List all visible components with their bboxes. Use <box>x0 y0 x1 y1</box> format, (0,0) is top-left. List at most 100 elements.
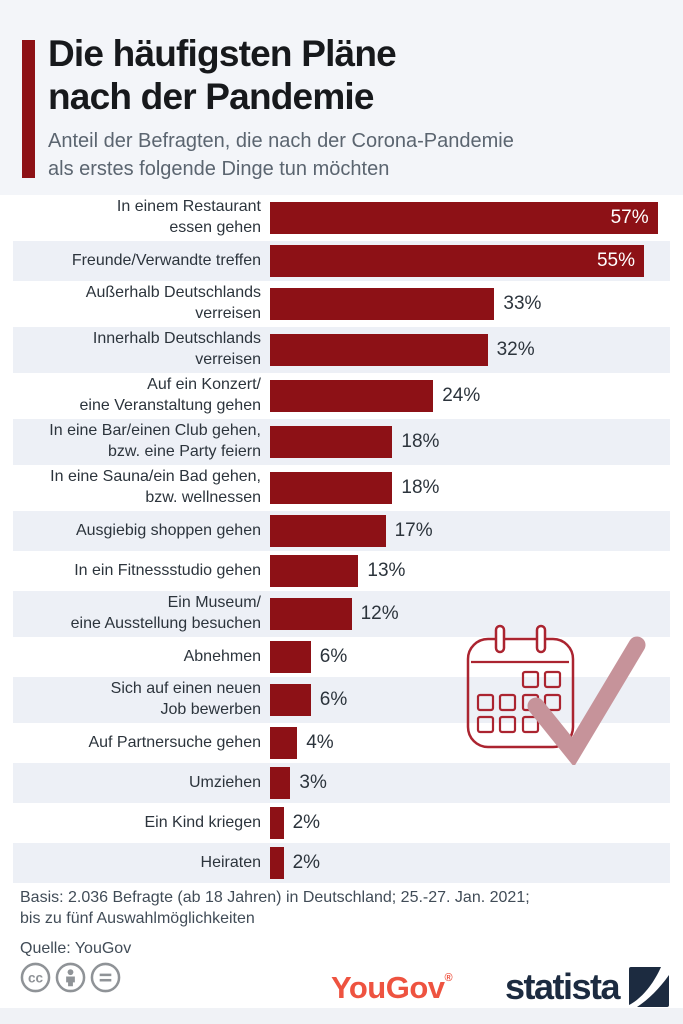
category-label: Auf Partnersuche gehen <box>88 733 261 751</box>
bar-area: 2% <box>270 807 670 839</box>
value-label: 6% <box>319 646 348 667</box>
source-note: Quelle: YouGov <box>20 940 132 958</box>
bar <box>270 555 359 587</box>
header: Die häufigsten Pläne nach der Pandemie An… <box>0 0 683 195</box>
bar-area: 2% <box>270 847 670 879</box>
no-derivatives-equals-icon <box>90 962 121 993</box>
category-label: In ein Fitnessstudio gehen <box>74 561 261 579</box>
bar-area: 6% <box>270 684 670 716</box>
subtitle-line-1: Anteil der Befragten, die nach der Coron… <box>48 130 514 152</box>
basis-line-1: Basis: 2.036 Befragte (ab 18 Jahren) in … <box>20 889 530 906</box>
chart-row: Ausgiebig shoppen gehen 17% <box>13 511 670 551</box>
bar-chart: In einem Restaurant essen gehen 57% Freunde… <box>13 195 670 883</box>
basis-line-2: bis zu fünf Auswahlmöglichkeiten <box>20 910 255 928</box>
bar-area: 55% <box>270 245 670 277</box>
value-label: 12% <box>360 603 399 624</box>
bar-area: 12% <box>270 598 670 630</box>
bar <box>270 334 488 366</box>
basis-note: Basis: 2.036 Befragte (ab 18 Jahren) in … <box>20 887 530 929</box>
chart-row: Ein Museum/eine Ausstellung besuchen 12% <box>13 591 670 637</box>
bar <box>270 684 311 716</box>
bar-area: 13% <box>270 555 670 587</box>
category-label: In einem Restaurant essen gehen <box>116 198 261 236</box>
category-label: Auf ein Konzert/eine Veranstaltung gehen <box>79 376 261 414</box>
chart-row: Freunde/Verwandte treffen 55% <box>13 241 670 281</box>
subtitle-line-2: als erstes folgende Dinge tun möchten <box>48 157 390 180</box>
category-label: Heiraten <box>200 853 261 871</box>
bar-area: 57% <box>270 202 670 234</box>
category-label: Ein Museum/eine Ausstellung besuchen <box>70 594 261 632</box>
bar-area: 18% <box>270 472 670 504</box>
category-label: Umziehen <box>188 773 261 791</box>
category-label: Abnehmen <box>183 647 261 665</box>
value-label: 2% <box>292 852 321 873</box>
value-label: 24% <box>442 385 481 406</box>
category-label: Sich auf einen neuen Job bewerben <box>110 680 261 718</box>
bar <box>270 380 434 412</box>
footer-notes: Basis: 2.036 Befragte (ab 18 Jahren) in … <box>20 887 530 959</box>
category-label: Innerhalb Deutschlands verreisen <box>92 330 261 368</box>
title-line-2: nach der Pandemie <box>48 76 374 118</box>
category-label: Ein Kind kriegen <box>144 813 261 831</box>
registered-mark: ® <box>444 972 453 984</box>
value-label: 4% <box>306 732 334 753</box>
bar: 55% <box>270 245 644 277</box>
chart-row: Auf ein Konzert/eine Veranstaltung gehen… <box>13 373 670 419</box>
chart-row: Innerhalb Deutschlands verreisen 32% <box>13 327 670 373</box>
title-line-1: Die häufigsten Pläne <box>48 33 397 74</box>
chart-row: In ein Fitnessstudio gehen 13% <box>13 551 670 591</box>
yougov-logo: YouGov® <box>331 970 453 1006</box>
category-label: In eine Sauna/ein Bad gehen, bzw. wellnes… <box>50 468 261 506</box>
bar <box>270 847 284 879</box>
value-label: 17% <box>394 520 433 541</box>
value-label: 57% <box>610 207 649 228</box>
bottom-margin-strip <box>0 1008 683 1024</box>
chart-row: In eine Bar/einen Club gehen, bzw. eine P… <box>13 419 670 465</box>
chart-row: Umziehen 3% <box>13 763 670 803</box>
chart-row: Außerhalb Deutschlands verreisen 33% <box>13 281 670 327</box>
value-label: 2% <box>292 812 321 833</box>
statista-logo: statista <box>505 966 669 1008</box>
bar <box>270 727 298 759</box>
bar-area: 18% <box>270 426 670 458</box>
bar <box>270 472 393 504</box>
category-label: Ausgiebig shoppen gehen <box>75 521 261 539</box>
page-title: Die häufigsten Pläne nach der Pandemie <box>48 32 397 119</box>
subtitle: Anteil der Befragten, die nach der Coron… <box>48 128 514 183</box>
title-accent-bar <box>22 40 35 178</box>
chart-row: Sich auf einen neuen Job bewerben 6% <box>13 677 670 723</box>
bar-area: 33% <box>270 288 670 320</box>
bar <box>270 515 386 547</box>
cc-icon: cc <box>20 962 51 993</box>
chart-row: Auf Partnersuche gehen 4% <box>13 723 670 763</box>
category-label: Außerhalb Deutschlands verreisen <box>85 284 261 322</box>
value-label: 18% <box>401 431 440 452</box>
value-label: 32% <box>496 339 535 360</box>
bar <box>270 598 352 630</box>
bar-area: 4% <box>270 727 670 759</box>
bar <box>270 426 393 458</box>
value-label: 55% <box>596 250 635 271</box>
bar <box>270 288 495 320</box>
value-label: 6% <box>319 689 348 710</box>
yougov-wordmark: YouGov <box>331 970 445 1005</box>
chart-row: In eine Sauna/ein Bad gehen, bzw. wellnes… <box>13 465 670 511</box>
category-label: In eine Bar/einen Club gehen, bzw. eine P… <box>49 422 261 460</box>
chart-row: Abnehmen 6% <box>13 637 670 677</box>
statista-wordmark: statista <box>504 966 621 1007</box>
bar-area: 32% <box>270 334 670 366</box>
attribution-person-icon <box>55 962 86 993</box>
bar: 57% <box>270 202 658 234</box>
bar <box>270 807 284 839</box>
bar <box>270 641 311 673</box>
chart-row: Heiraten 2% <box>13 843 670 883</box>
bar-area: 17% <box>270 515 670 547</box>
chart-row: In einem Restaurant essen gehen 57% <box>13 195 670 241</box>
statista-mark-icon <box>629 967 669 1007</box>
value-label: 3% <box>299 772 327 793</box>
bar-area: 24% <box>270 380 670 412</box>
category-label: Freunde/Verwandte treffen <box>71 251 261 269</box>
bar-area: 6% <box>270 641 670 673</box>
bar <box>270 767 291 799</box>
